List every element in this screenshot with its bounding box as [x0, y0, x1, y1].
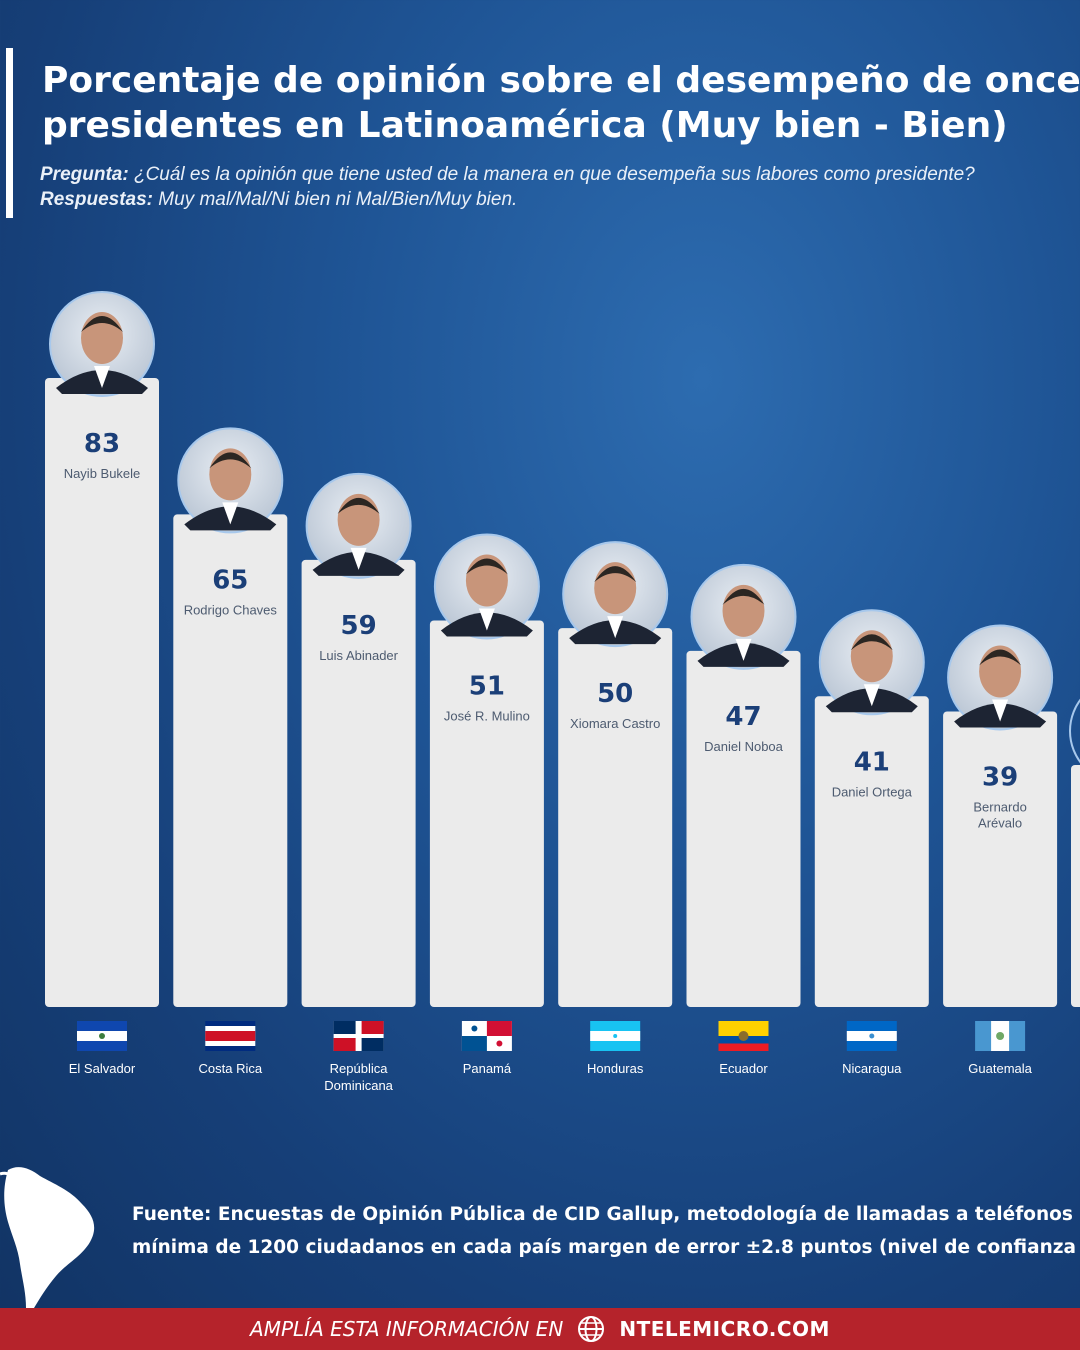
- bar-value-label: 65: [212, 565, 248, 595]
- bar-value-label: 51: [469, 672, 505, 702]
- answers-label: Respuestas:: [40, 189, 153, 210]
- chart-title: Porcentaje de opinión sobre el desempeño…: [42, 60, 1080, 146]
- source-text-1: Encuestas de Opinión Pública de CID Gall…: [211, 1204, 1073, 1225]
- globe-icon: [578, 1316, 605, 1342]
- country-label: Ecuador: [719, 1061, 768, 1076]
- president-name-label: Arévalo: [978, 815, 1022, 830]
- source-text-2: mínima de 1200 ciudadanos en cada país m…: [132, 1237, 1076, 1258]
- president-name-label: Bernardo: [973, 799, 1026, 814]
- bar-value-label: 41: [854, 747, 890, 777]
- country-label: Panamá: [463, 1061, 512, 1076]
- president-name-label: Nayib Bukele: [64, 466, 141, 481]
- flag-ecuador-icon: [718, 1021, 769, 1051]
- president-portrait: [49, 291, 155, 397]
- president-name-label: Daniel Noboa: [704, 739, 784, 754]
- flag-nicaragua-icon: [846, 1021, 897, 1051]
- president-name-label: Rodrigo Chaves: [184, 602, 278, 617]
- president-portrait: [690, 563, 797, 670]
- title-accent-bar: [6, 48, 13, 218]
- country-label: Nicaragua: [842, 1061, 902, 1076]
- bar: [45, 378, 159, 1007]
- source-note: Fuente: Encuestas de Opinión Pública de …: [132, 1198, 1080, 1264]
- bar-group: 65 Rodrigo Chaves Costa Rica: [173, 427, 288, 1076]
- president-portrait: [818, 609, 925, 716]
- flag-honduras-icon: [590, 1021, 641, 1051]
- president-name-label: Xiomara Castro: [570, 716, 660, 731]
- bar-group: 47 Daniel Noboa Ecuador: [686, 563, 801, 1076]
- bar: [429, 620, 544, 1007]
- country-label: República: [330, 1061, 389, 1076]
- bar-group: 51 José R. Mulino Panamá: [429, 533, 544, 1076]
- president-name-label: Luis Abinader: [319, 648, 398, 663]
- country-label: Guatemala: [968, 1061, 1032, 1076]
- bar-value-label: 39: [982, 762, 1018, 792]
- bar: [301, 559, 416, 1007]
- bar-group: 83 Nayib Bukele El Salvador: [45, 291, 159, 1076]
- president-portrait: [433, 533, 540, 640]
- bar: [558, 628, 673, 1007]
- south-america-map-icon: [0, 1167, 95, 1308]
- footer-banner[interactable]: AMPLÍA ESTA INFORMACIÓN EN NTELEMICRO.CO…: [0, 1308, 1080, 1350]
- president-portrait: [562, 541, 669, 648]
- flag-el-salvador-icon: [77, 1021, 127, 1051]
- source-line-1: Fuente: Encuestas de Opinión Pública de …: [132, 1198, 1080, 1231]
- president-name-label: Daniel Ortega: [832, 784, 913, 799]
- bar: [814, 696, 929, 1007]
- president-portrait: [177, 427, 284, 534]
- question-label: Pregunta:: [40, 164, 129, 185]
- country-label: Dominicana: [324, 1078, 393, 1093]
- country-label: Honduras: [587, 1061, 644, 1076]
- bar-partial: [1071, 765, 1080, 1007]
- president-portrait: [305, 472, 412, 579]
- president-name-label: José R. Mulino: [444, 709, 530, 724]
- bar-value-label: 47: [725, 702, 761, 732]
- bar-value-label: 50: [597, 679, 633, 709]
- bar-group: 41 Daniel Ortega Nicaragua: [814, 609, 929, 1076]
- bar: [173, 514, 288, 1007]
- flag-guatemala-icon: [975, 1021, 1026, 1051]
- footer-prefix: AMPLÍA ESTA INFORMACIÓN EN: [250, 1317, 564, 1341]
- question-body: ¿Cuál es la opinión que tiene usted de l…: [128, 164, 975, 185]
- source-label: Fuente:: [132, 1204, 212, 1225]
- country-label: El Salvador: [69, 1061, 136, 1076]
- flag-dominican-republic-icon: [333, 1021, 384, 1051]
- country-label: Costa Rica: [199, 1061, 263, 1076]
- flag-costa-rica-icon: [205, 1021, 256, 1051]
- portrait-ring-partial: [1069, 698, 1080, 764]
- question-text: Pregunta: ¿Cuál es la opinión que tiene …: [40, 162, 1000, 212]
- bar: [686, 650, 801, 1007]
- footer-site-link[interactable]: NTELEMICRO.COM: [619, 1317, 830, 1341]
- bar-value-label: 83: [84, 429, 120, 459]
- bar-group: 59 Luis Abinader República Dominicana: [301, 472, 416, 1093]
- bar-value-label: 59: [341, 611, 377, 641]
- flag-panama-icon: [461, 1021, 512, 1051]
- bar-group: 50 Xiomara Castro Honduras: [558, 541, 673, 1076]
- president-portrait: [947, 624, 1054, 731]
- answers-body: Muy mal/Mal/Ni bien ni Mal/Bien/Muy bien…: [153, 189, 518, 210]
- bar-chart: 83 Nayib Bukele El Salvador 65 Rodrigo Chave…: [45, 291, 1080, 1093]
- bar: [943, 711, 1058, 1007]
